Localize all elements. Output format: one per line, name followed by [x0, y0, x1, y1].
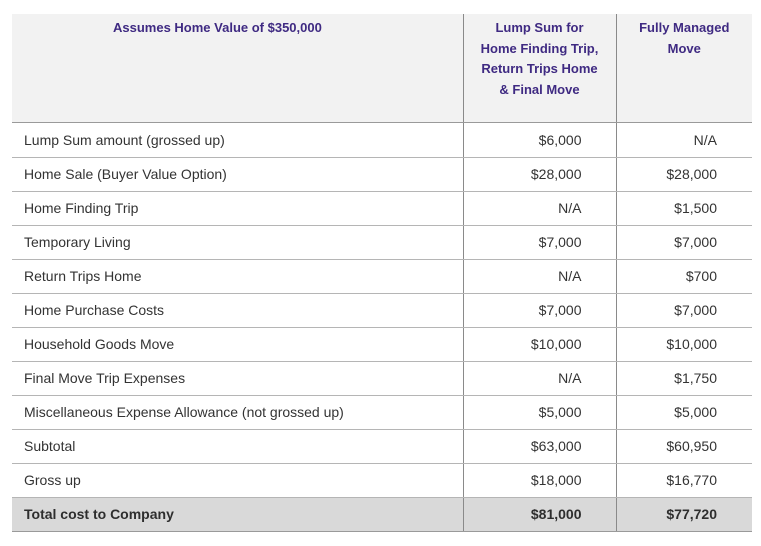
fully-managed-value: $28,000 [615, 157, 752, 192]
table-row: Household Goods Move $10,000 $10,000 [12, 327, 752, 362]
row-label: Home Purchase Costs [12, 293, 463, 328]
lump-sum-value: $7,000 [462, 225, 616, 260]
total-label: Total cost to Company [12, 496, 463, 532]
lump-sum-value: N/A [462, 361, 616, 396]
table-row: Return Trips Home N/A $700 [12, 259, 752, 294]
row-label: Temporary Living [12, 225, 463, 260]
row-label: Final Move Trip Expenses [12, 361, 463, 396]
fully-managed-value: $10,000 [615, 327, 752, 362]
subtotal-row: Subtotal $63,000 $60,950 [12, 429, 752, 464]
fully-managed-value: $7,000 [615, 293, 752, 328]
row-label: Miscellaneous Expense Allowance (not gro… [12, 395, 463, 430]
lump-sum-value: $18,000 [462, 463, 616, 498]
row-label: Gross up [12, 463, 463, 498]
table-row: Final Move Trip Expenses N/A $1,750 [12, 361, 752, 396]
row-label: Home Sale (Buyer Value Option) [12, 157, 463, 192]
fully-managed-value: $60,950 [615, 429, 752, 464]
gross-up-row: Gross up $18,000 $16,770 [12, 463, 752, 498]
fully-managed-value: $16,770 [615, 463, 752, 498]
header-lump-sum-option: Lump Sum for Home Finding Trip, Return T… [462, 14, 616, 123]
table-row: Lump Sum amount (grossed up) $6,000 N/A [12, 122, 752, 158]
header-home-value-assumption: Assumes Home Value of $350,000 [12, 14, 463, 123]
table-row: Home Sale (Buyer Value Option) $28,000 $… [12, 157, 752, 192]
row-label: Household Goods Move [12, 327, 463, 362]
row-label: Lump Sum amount (grossed up) [12, 122, 463, 158]
lump-sum-value: $28,000 [462, 157, 616, 192]
header-lump-sum-line: Return Trips Home [481, 61, 598, 76]
row-label: Return Trips Home [12, 259, 463, 294]
header-fully-managed-line: Fully Managed [639, 20, 730, 35]
fully-managed-value: $700 [615, 259, 752, 294]
total-fully-managed-value: $77,720 [615, 496, 752, 532]
header-fully-managed-option: Fully Managed Move [615, 14, 752, 123]
table-row: Home Purchase Costs $7,000 $7,000 [12, 293, 752, 328]
relocation-cost-comparison-table: Assumes Home Value of $350,000 Lump Sum … [12, 14, 752, 532]
fully-managed-value: $1,750 [615, 361, 752, 396]
lump-sum-value: $6,000 [462, 122, 616, 158]
table-row: Temporary Living $7,000 $7,000 [12, 225, 752, 260]
header-lump-sum-line: Lump Sum for [495, 20, 584, 35]
lump-sum-value: $7,000 [462, 293, 616, 328]
lump-sum-value: $63,000 [462, 429, 616, 464]
lump-sum-value: $5,000 [462, 395, 616, 430]
header-home-value-text: Assumes Home Value of $350,000 [113, 20, 322, 35]
lump-sum-value: $10,000 [462, 327, 616, 362]
table-header-row: Assumes Home Value of $350,000 Lump Sum … [12, 14, 752, 123]
header-lump-sum-line: & Final Move [499, 81, 580, 97]
fully-managed-value: $5,000 [615, 395, 752, 430]
row-label: Home Finding Trip [12, 191, 463, 226]
fully-managed-value: $7,000 [615, 225, 752, 260]
header-lump-sum-line: Home Finding Trip, [480, 40, 599, 56]
total-lump-sum-value: $81,000 [462, 496, 616, 532]
fully-managed-value: N/A [615, 122, 752, 158]
lump-sum-value: N/A [462, 191, 616, 226]
table-row: Miscellaneous Expense Allowance (not gro… [12, 395, 752, 430]
lump-sum-value: N/A [462, 259, 616, 294]
header-fully-managed-line: Move [667, 40, 701, 56]
fully-managed-value: $1,500 [615, 191, 752, 226]
table-row: Home Finding Trip N/A $1,500 [12, 191, 752, 226]
total-row: Total cost to Company $81,000 $77,720 [12, 496, 752, 532]
row-label: Subtotal [12, 429, 463, 464]
